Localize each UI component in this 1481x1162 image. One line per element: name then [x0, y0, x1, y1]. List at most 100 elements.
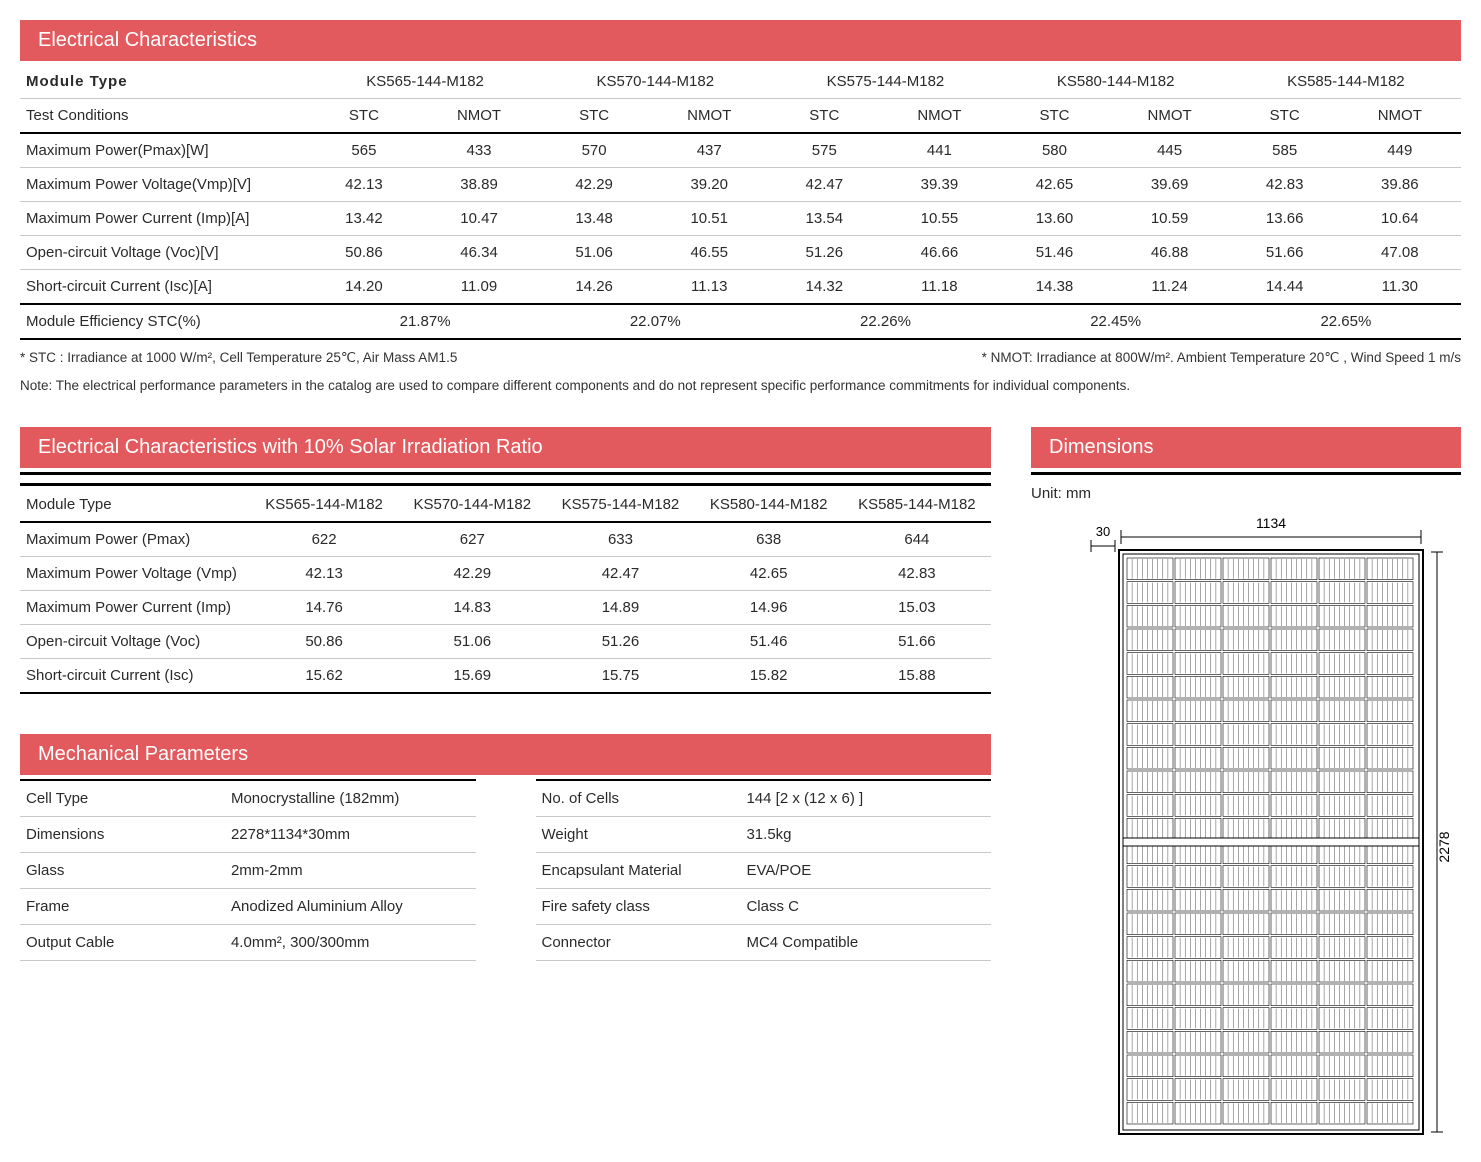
param-value: 4.0mm², 300/300mm	[225, 925, 476, 961]
cell: 14.89	[546, 591, 694, 625]
cell: 14.96	[695, 591, 843, 625]
row-label: Short-circuit Current (Isc)[A]	[20, 270, 310, 305]
param-value: Monocrystalline (182mm)	[225, 780, 476, 817]
cell: 51.26	[546, 625, 694, 659]
cell: 11.18	[878, 270, 1000, 305]
cell: 15.75	[546, 659, 694, 694]
model-2: KS575-144-M182	[770, 65, 1000, 99]
dim-depth: 30	[1096, 524, 1110, 539]
row-label: Maximum Power Current (Imp)	[20, 591, 250, 625]
cell: 10.47	[418, 202, 540, 236]
cell: 10.51	[648, 202, 770, 236]
efficiency-label: Module Efficiency STC(%)	[20, 304, 310, 339]
electrical-characteristics-table: Module Type KS565-144-M182 KS570-144-M18…	[20, 65, 1461, 340]
cell: 51.46	[1001, 236, 1109, 270]
cell: 10.55	[878, 202, 1000, 236]
param-value: 31.5kg	[740, 817, 991, 853]
efficiency-row: Module Efficiency STC(%) 21.87% 22.07% 2…	[20, 304, 1461, 339]
row-label: Open-circuit Voltage (Voc)[V]	[20, 236, 310, 270]
cell: 42.65	[1001, 168, 1109, 202]
cell: 42.29	[540, 168, 648, 202]
cell: 42.47	[546, 557, 694, 591]
table-row: Maximum Power (Pmax)622627633638644	[20, 522, 991, 557]
table-row: Short-circuit Current (Isc)[A]14.2011.09…	[20, 270, 1461, 305]
cell: 15.69	[398, 659, 546, 694]
param-value: 2mm-2mm	[225, 853, 476, 889]
cell: 580	[1001, 133, 1109, 168]
param-value: EVA/POE	[740, 853, 991, 889]
model-row: Module Type KS565-144-M182 KS570-144-M18…	[20, 65, 1461, 99]
section3-header: Mechanical Parameters	[20, 734, 991, 775]
cell: 51.06	[540, 236, 648, 270]
cell: 585	[1231, 133, 1339, 168]
table-row: Encapsulant MaterialEVA/POE	[536, 853, 992, 889]
cell: 51.46	[695, 625, 843, 659]
cell: 51.66	[1231, 236, 1339, 270]
cell: 14.38	[1001, 270, 1109, 305]
cell: 14.20	[310, 270, 418, 305]
cell: 14.76	[250, 591, 398, 625]
section2-header: Electrical Characteristics with 10% Sola…	[20, 427, 991, 468]
table-row: Maximum Power Current (Imp)[A]13.4210.47…	[20, 202, 1461, 236]
cell: 11.09	[418, 270, 540, 305]
cell: 633	[546, 522, 694, 557]
table-row: Open-circuit Voltage (Voc)[V]50.8646.345…	[20, 236, 1461, 270]
cell: 638	[695, 522, 843, 557]
cell: 15.88	[843, 659, 991, 694]
cell: 46.88	[1108, 236, 1230, 270]
cell: 11.24	[1108, 270, 1230, 305]
dim-height: 2278	[1436, 831, 1452, 862]
cell: 42.47	[770, 168, 878, 202]
irradiation-table: Module Type KS565-144-M182 KS570-144-M18…	[20, 483, 991, 694]
param-key: Encapsulant Material	[536, 853, 741, 889]
cell: 42.65	[695, 557, 843, 591]
cell: 570	[540, 133, 648, 168]
cell: 565	[310, 133, 418, 168]
cell: 51.06	[398, 625, 546, 659]
param-key: Weight	[536, 817, 741, 853]
cell: 39.69	[1108, 168, 1230, 202]
row-label: Short-circuit Current (Isc)	[20, 659, 250, 694]
param-key: Fire safety class	[536, 889, 741, 925]
row-label: Maximum Power(Pmax)[W]	[20, 133, 310, 168]
cell: 10.59	[1108, 202, 1230, 236]
table-row: Cell TypeMonocrystalline (182mm)	[20, 780, 476, 817]
param-key: No. of Cells	[536, 780, 741, 817]
footnote-disclaimer: Note: The electrical performance paramet…	[20, 378, 1461, 393]
param-key: Glass	[20, 853, 225, 889]
cell: 437	[648, 133, 770, 168]
table-row: Glass2mm-2mm	[20, 853, 476, 889]
cell: 51.66	[843, 625, 991, 659]
table-row: FrameAnodized Aluminium Alloy	[20, 889, 476, 925]
cell: 46.66	[878, 236, 1000, 270]
table-row: Output Cable4.0mm², 300/300mm	[20, 925, 476, 961]
param-value: Anodized Aluminium Alloy	[225, 889, 476, 925]
cell: 14.83	[398, 591, 546, 625]
cell: 644	[843, 522, 991, 557]
table-row: Dimensions2278*1134*30mm	[20, 817, 476, 853]
cell: 15.62	[250, 659, 398, 694]
cell: 39.39	[878, 168, 1000, 202]
cell: 14.32	[770, 270, 878, 305]
mechanical-table-left: Cell TypeMonocrystalline (182mm)Dimensio…	[20, 779, 476, 961]
cell: 13.60	[1001, 202, 1109, 236]
table-row: Weight31.5kg	[536, 817, 992, 853]
table-row: Short-circuit Current (Isc)15.6215.6915.…	[20, 659, 991, 694]
cell: 433	[418, 133, 540, 168]
module-type-label: Module Type	[20, 65, 310, 99]
cell: 42.13	[310, 168, 418, 202]
cell: 10.64	[1339, 202, 1461, 236]
row-label: Open-circuit Voltage (Voc)	[20, 625, 250, 659]
table-row: ConnectorMC4 Compatible	[536, 925, 992, 961]
cell: 13.54	[770, 202, 878, 236]
model-4: KS585-144-M182	[1231, 65, 1461, 99]
param-key: Cell Type	[20, 780, 225, 817]
mechanical-table-right: No. of Cells144 [2 x (12 x 6) ]Weight31.…	[536, 779, 992, 961]
cell: 14.44	[1231, 270, 1339, 305]
footnote-stc: * STC : Irradiance at 1000 W/m², Cell Te…	[20, 350, 457, 366]
cell: 47.08	[1339, 236, 1461, 270]
model-3: KS580-144-M182	[1001, 65, 1231, 99]
cell: 13.48	[540, 202, 648, 236]
model-0: KS565-144-M182	[310, 65, 540, 99]
cell: 11.30	[1339, 270, 1461, 305]
